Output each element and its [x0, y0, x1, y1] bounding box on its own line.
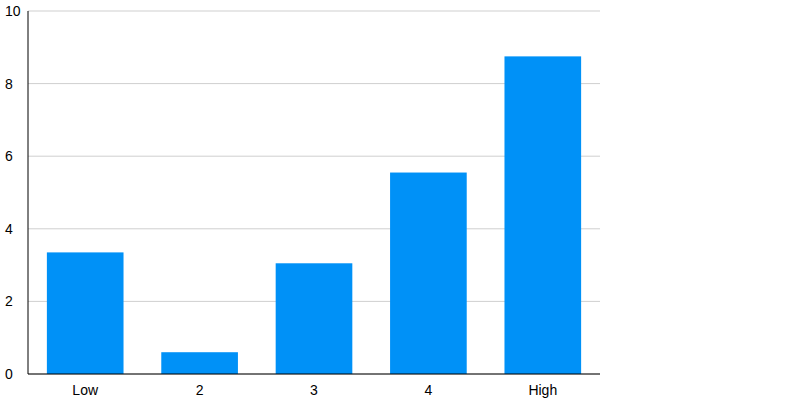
- grid-line: [28, 11, 600, 12]
- x-tick-label: 3: [310, 382, 318, 398]
- x-tick-label: Low: [72, 382, 99, 398]
- x-axis: [28, 374, 600, 375]
- y-axis: [28, 11, 29, 374]
- y-tick-label: 4: [5, 221, 13, 237]
- y-tick-label: 8: [5, 76, 13, 92]
- grid-line: [28, 374, 600, 375]
- bar: [504, 56, 581, 374]
- y-tick-label: 0: [5, 366, 13, 382]
- bars: [47, 56, 581, 374]
- bar: [47, 252, 124, 374]
- chart: 0 2 4 6 8 10 Low 2 3 4 High: [0, 0, 800, 400]
- bar: [161, 352, 238, 374]
- x-tick-label: High: [528, 382, 557, 398]
- y-tick-label: 10: [5, 3, 21, 19]
- y-tick-label: 6: [5, 148, 13, 164]
- x-tick-label: 4: [425, 382, 433, 398]
- y-tick-label: 2: [5, 293, 13, 309]
- x-tick-label: 2: [196, 382, 204, 398]
- bar: [390, 173, 467, 374]
- bar: [276, 263, 353, 374]
